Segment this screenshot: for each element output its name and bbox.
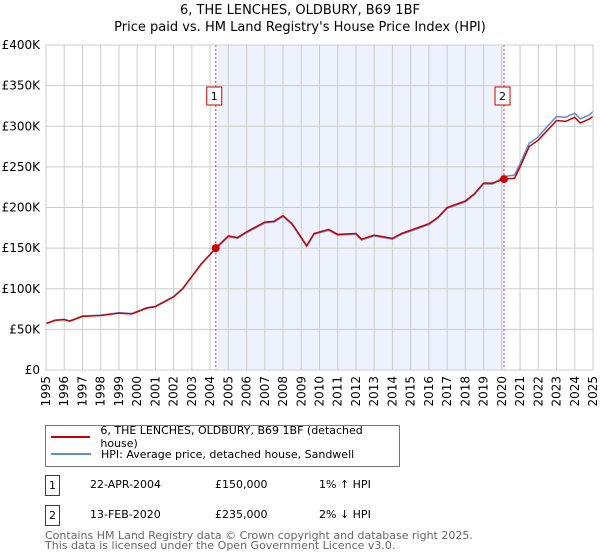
legend-line-hpi — [51, 453, 91, 455]
x-tick-label: 2014 — [385, 376, 399, 407]
plot-area: £0 £50K £100K £150K £200K £250K £300K £350K £400… — [2, 38, 600, 407]
plot-border — [45, 44, 594, 371]
sale-point — [500, 175, 509, 184]
legend-label-hpi: HPI: Average price, detached house, Sand… — [101, 447, 355, 461]
marker-badge — [206, 86, 223, 106]
x-tick-label: 2025 — [586, 376, 600, 407]
x-tick-label: 2000 — [130, 376, 144, 407]
marker-label: 1 — [211, 90, 218, 103]
x-tick-label: 2015 — [404, 376, 418, 407]
x-tick-label: 1998 — [94, 376, 108, 407]
x-tick-label: 2004 — [203, 376, 217, 407]
y-tick-label: £0 — [25, 363, 40, 377]
transaction-badge: 1 — [45, 475, 60, 496]
x-tick-label: 2002 — [167, 376, 181, 407]
x-tick-label: 2024 — [568, 376, 582, 407]
x-tick-label: 2017 — [440, 376, 454, 407]
chart-subtitle: Price paid vs. HM Land Registry's House … — [114, 20, 486, 35]
marker-label: 2 — [499, 90, 506, 103]
transaction-badge: 2 — [45, 505, 60, 526]
transaction-price: £235,000 — [215, 508, 268, 521]
y-tick-label: £200K — [2, 201, 42, 215]
x-tick-label: 1997 — [75, 376, 89, 407]
x-tick-label: 2020 — [495, 376, 509, 407]
transaction-hpi: 1% ↑ HPI — [319, 478, 371, 491]
legend: 6, THE LENCHES, OLDBURY, B69 1BF (detach… — [45, 424, 400, 467]
y-tick-label: £350K — [2, 79, 42, 93]
transaction-row: 2 13-FEB-2020 £235,000 2% ↓ HPI — [45, 505, 405, 526]
x-tick-label: 2010 — [313, 376, 327, 407]
chart-title: 6, THE LENCHES, OLDBURY, B69 1BF — [180, 3, 420, 18]
x-tick-label: 2008 — [276, 376, 290, 407]
x-tick-label: 2007 — [258, 376, 272, 407]
y-tick-label: £400K — [2, 38, 42, 52]
transaction-price: £150,000 — [215, 478, 268, 491]
y-tick-label: £150K — [2, 241, 42, 255]
transaction-date: 22-APR-2004 — [90, 478, 162, 491]
transaction-date: 13-FEB-2020 — [90, 508, 161, 521]
transaction-hpi: 2% ↓ HPI — [319, 508, 371, 521]
y-tick-label: £50K — [9, 322, 41, 336]
x-tick-label: 1999 — [112, 376, 126, 407]
transaction-row: 1 22-APR-2004 £150,000 1% ↑ HPI — [45, 475, 405, 496]
x-tick-label: 2021 — [513, 376, 527, 407]
footer: Contains HM Land Registry data © Crown c… — [45, 529, 473, 552]
legend-line-property — [51, 436, 91, 438]
y-tick-label: £250K — [2, 160, 42, 174]
x-tick-label: 2003 — [185, 376, 199, 407]
footer-line: This data is licensed under the Open Gov… — [45, 539, 396, 552]
y-tick-label: £100K — [2, 282, 42, 296]
x-tick-label: 1995 — [39, 376, 53, 407]
x-tick-label: 2009 — [294, 376, 308, 407]
footer-line: Contains HM Land Registry data © Crown c… — [45, 529, 473, 542]
property-price-line — [45, 115, 594, 325]
x-tick-label: 2012 — [349, 376, 363, 407]
marker-badge — [494, 86, 511, 106]
x-tick-label: 2005 — [221, 376, 235, 407]
x-tick-label: 2019 — [477, 376, 491, 407]
legend-label-property: 6, THE LENCHES, OLDBURY, B69 1BF (detach… — [100, 424, 363, 450]
x-tick-label: 2001 — [148, 376, 162, 407]
x-tick-label: 2023 — [550, 376, 564, 407]
x-tick-label: 2016 — [422, 376, 436, 407]
x-tick-label: 2018 — [458, 376, 472, 407]
x-tick-label: 2022 — [531, 376, 545, 407]
x-tick-label: 1996 — [57, 376, 71, 407]
x-tick-label: 2011 — [331, 376, 345, 407]
sale-point — [211, 244, 220, 253]
y-tick-label: £300K — [2, 119, 42, 133]
x-tick-label: 2013 — [367, 376, 381, 407]
x-tick-label: 2006 — [240, 376, 254, 407]
